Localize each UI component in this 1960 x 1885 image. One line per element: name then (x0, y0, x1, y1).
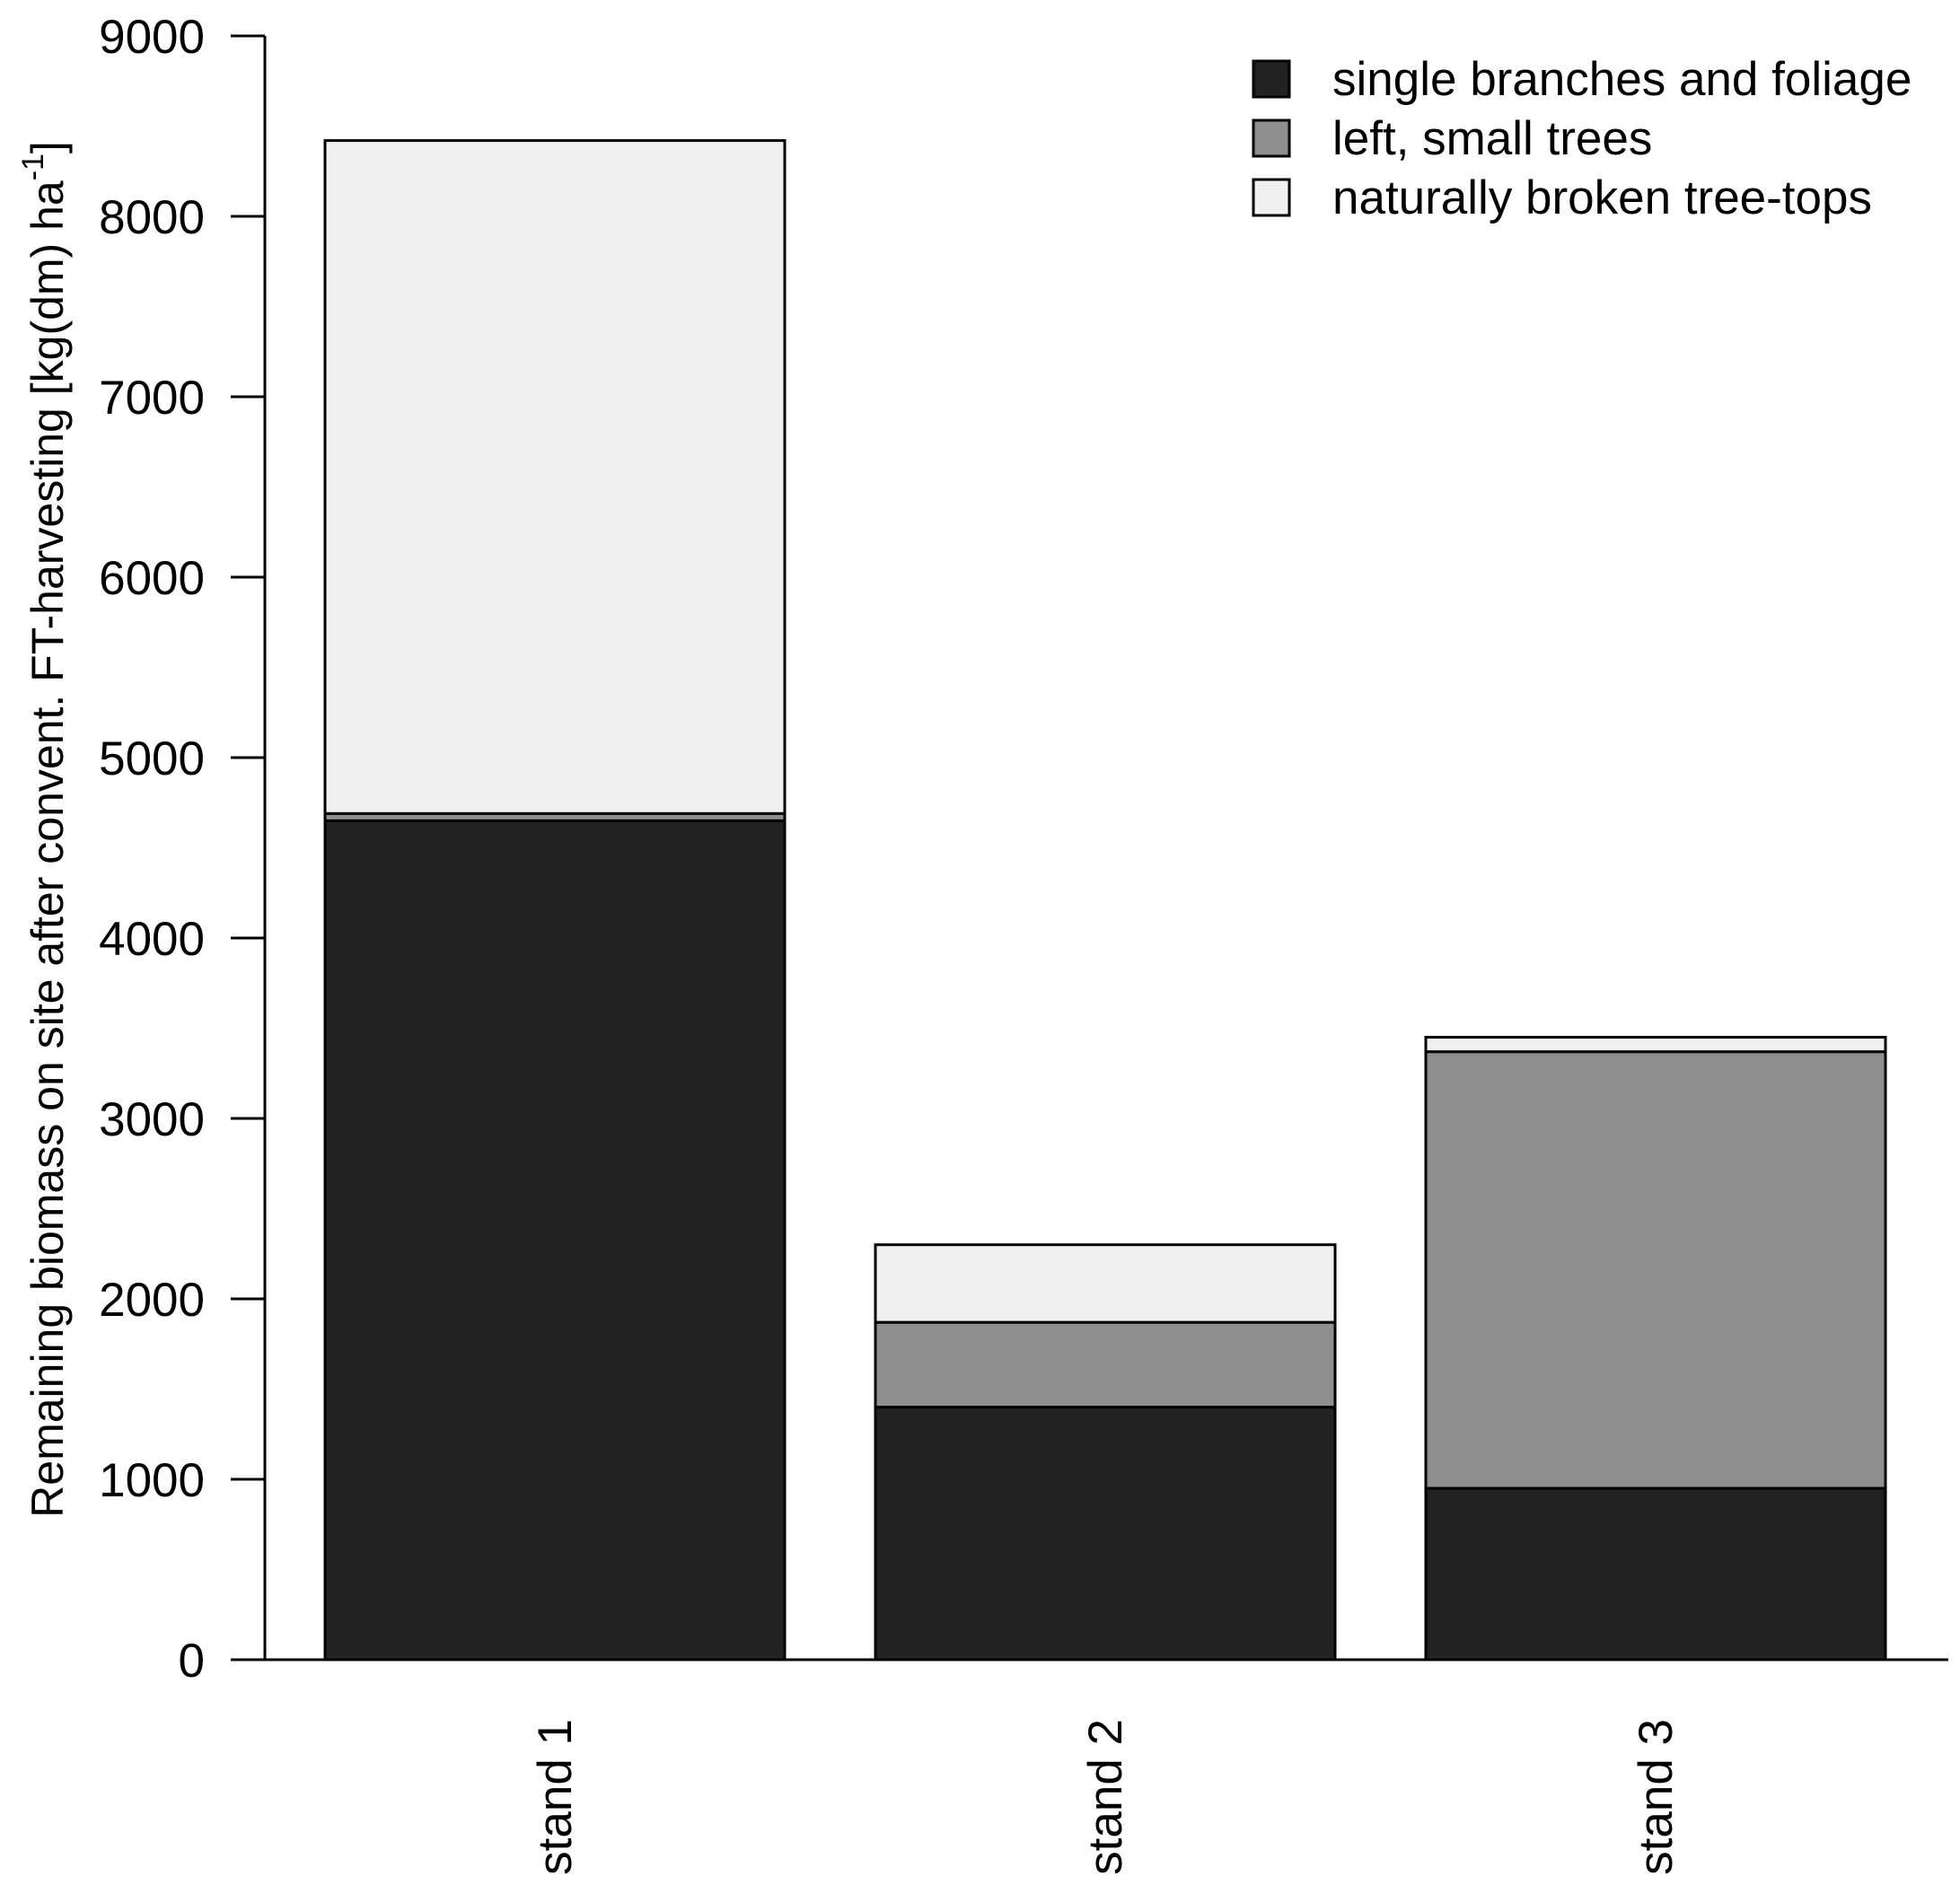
y-tick-label: 7000 (99, 372, 205, 425)
x-tick-label: stand 1 (529, 1719, 582, 1875)
bar-stack (1424, 1036, 1887, 1661)
legend-swatch (1252, 59, 1291, 99)
x-tick-label: stand 2 (1079, 1719, 1132, 1875)
y-tick-label: 3000 (99, 1093, 205, 1146)
bar-stack (874, 1243, 1337, 1661)
plot-area (265, 139, 1948, 1661)
legend-item: naturally broken tree-tops (1252, 171, 1872, 224)
bar-segment (1424, 1050, 1887, 1490)
legend-swatch (1252, 118, 1291, 158)
bar-segment (874, 1320, 1337, 1409)
bar-segment (323, 139, 787, 815)
y-axis-label-suffix: ] (22, 141, 73, 153)
legend-item: single branches and foliage (1252, 53, 1912, 106)
legend-item: left, small trees (1252, 112, 1652, 165)
y-tick-label: 2000 (99, 1274, 205, 1327)
y-tick-label: 5000 (99, 732, 205, 785)
y-tick-label: 8000 (99, 191, 205, 244)
bar-segment (874, 1243, 1337, 1324)
bar-segment (323, 819, 787, 1661)
x-axis-labels: stand 1 stand 2 stand 3 (529, 1719, 1683, 1875)
legend: single branches and foliage left, small t… (1252, 53, 1912, 224)
legend-label: left, small trees (1332, 112, 1652, 165)
y-tick-label: 4000 (99, 913, 205, 966)
bar-segment (1424, 1486, 1887, 1661)
legend-label: single branches and foliage (1332, 53, 1912, 106)
x-tick-label: stand 3 (1630, 1719, 1683, 1875)
y-tick-label: 9000 (99, 11, 205, 64)
bar-segment (874, 1406, 1337, 1661)
legend-label: naturally broken tree-tops (1332, 171, 1872, 224)
y-axis-label-superscript: -1 (16, 153, 50, 180)
y-tick-label: 1000 (99, 1454, 205, 1507)
y-tick-label: 0 (179, 1635, 205, 1688)
y-tick-label: 6000 (99, 552, 205, 605)
y-axis: 0 1000 2000 3000 4000 5000 6000 7000 8000 9000 (99, 11, 267, 1688)
bar-segment (1424, 1036, 1887, 1054)
bar-stack (323, 139, 787, 1661)
y-axis-label: Remaining biomass on site after convent.… (16, 141, 73, 1518)
legend-swatch (1252, 178, 1291, 217)
